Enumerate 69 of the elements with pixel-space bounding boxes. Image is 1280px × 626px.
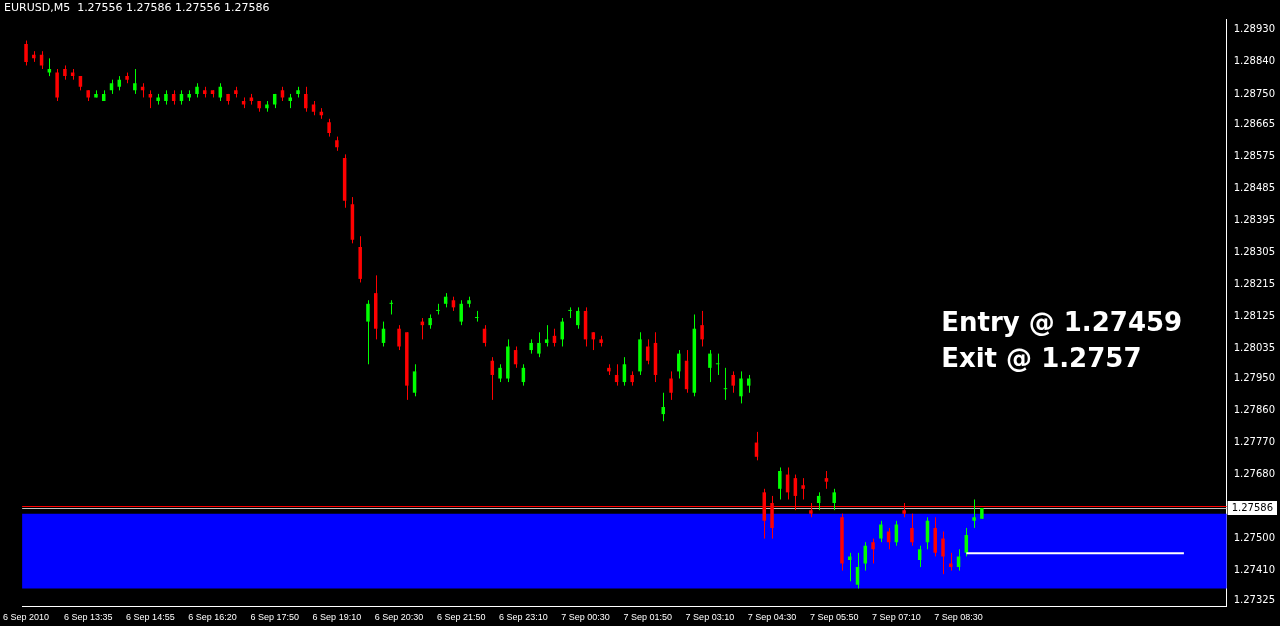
candlestick: [475, 310, 479, 323]
y-tick-label: 1.27950: [1233, 372, 1276, 384]
x-tick-label: 6 Sep 19:10: [312, 612, 362, 623]
y-tick-label: 1.28930: [1233, 23, 1276, 35]
y-tick-label: 1.28665: [1233, 117, 1276, 129]
candlestick: [700, 310, 704, 347]
candlestick: [871, 538, 875, 565]
candlestick: [576, 306, 580, 330]
y-tick-label: 1.27680: [1233, 468, 1276, 480]
candlestick: [972, 498, 976, 529]
y-tick-label: 1.27500: [1233, 532, 1276, 544]
candlestick: [739, 370, 743, 404]
x-tick-label: 6 Sep 16:20: [188, 612, 237, 623]
x-tick-label: 6 Sep 2010: [3, 612, 50, 623]
candlestick: [366, 299, 370, 365]
x-tick-label: 6 Sep 21:50: [436, 612, 486, 623]
x-tick-label: 6 Sep 20:30: [374, 612, 424, 623]
y-tick-label: 1.27410: [1233, 564, 1276, 576]
x-tick-label: 6 Sep 23:10: [499, 612, 548, 623]
annotation: Exit @ 1.2757: [941, 343, 1142, 374]
y-tick-label: 1.28215: [1233, 277, 1276, 289]
y-tick-label: 1.27770: [1233, 436, 1276, 448]
candlestick: [669, 370, 673, 401]
y-tick-label: 1.27325: [1233, 594, 1276, 606]
chart-title: EURUSD,M5 1.27556 1.27586 1.27556 1.27586: [4, 1, 270, 15]
y-tick-label: 1.28840: [1233, 55, 1276, 67]
candlestick: [723, 367, 728, 401]
x-tick-label: 7 Sep 00:30: [561, 612, 610, 623]
candlestick: [715, 353, 720, 376]
annotation: Entry @ 1.27459: [941, 307, 1183, 338]
candlestick: [941, 530, 945, 575]
candlestick: [677, 349, 681, 380]
x-tick-label: 7 Sep 08:30: [934, 612, 983, 623]
x-tick-label: 6 Sep 13:35: [63, 612, 113, 623]
candlestick: [778, 466, 782, 500]
y-tick-label: 1.28395: [1233, 213, 1276, 225]
candlestick: [832, 488, 836, 511]
candlestick: [848, 552, 852, 582]
candlestick: [537, 331, 541, 358]
candlestick: [560, 317, 564, 347]
candlestick: [801, 477, 805, 500]
x-tick-label: 7 Sep 04:30: [747, 612, 797, 623]
candlestick: [910, 513, 914, 547]
y-tick-label: 1.28750: [1233, 87, 1276, 99]
y-tick-label: 1.28305: [1233, 245, 1276, 257]
candlestick: [879, 520, 883, 543]
candlestick: [645, 338, 650, 365]
x-tick-label: 7 Sep 05:50: [809, 612, 859, 623]
ref-line-label: 1.27586: [1231, 501, 1274, 513]
candlestick: [568, 306, 572, 319]
candlestick: [459, 299, 463, 326]
candlestick: [544, 324, 549, 347]
candlestick: [731, 370, 735, 394]
y-tick-label: 1.27860: [1233, 404, 1276, 416]
candlestick: [708, 349, 712, 383]
y-tick-label: 1.28125: [1233, 309, 1276, 321]
x-tick-label: 6 Sep 17:50: [250, 612, 299, 623]
x-tick-label: 7 Sep 01:50: [623, 612, 672, 623]
candlestick: [133, 68, 137, 95]
x-tick-label: 6 Sep 14:55: [126, 612, 175, 623]
x-tick-label: 7 Sep 03:10: [685, 612, 735, 623]
y-tick-label: 1.28575: [1233, 149, 1276, 161]
candlestick: [389, 299, 394, 315]
candlestick: [24, 40, 28, 66]
y-tick-label: 1.28485: [1233, 181, 1276, 193]
candlestick: [304, 86, 308, 113]
x-tick-label: 7 Sep 07:10: [872, 612, 921, 623]
y-tick-label: 1.28035: [1233, 341, 1276, 353]
candlestick: [397, 324, 401, 351]
